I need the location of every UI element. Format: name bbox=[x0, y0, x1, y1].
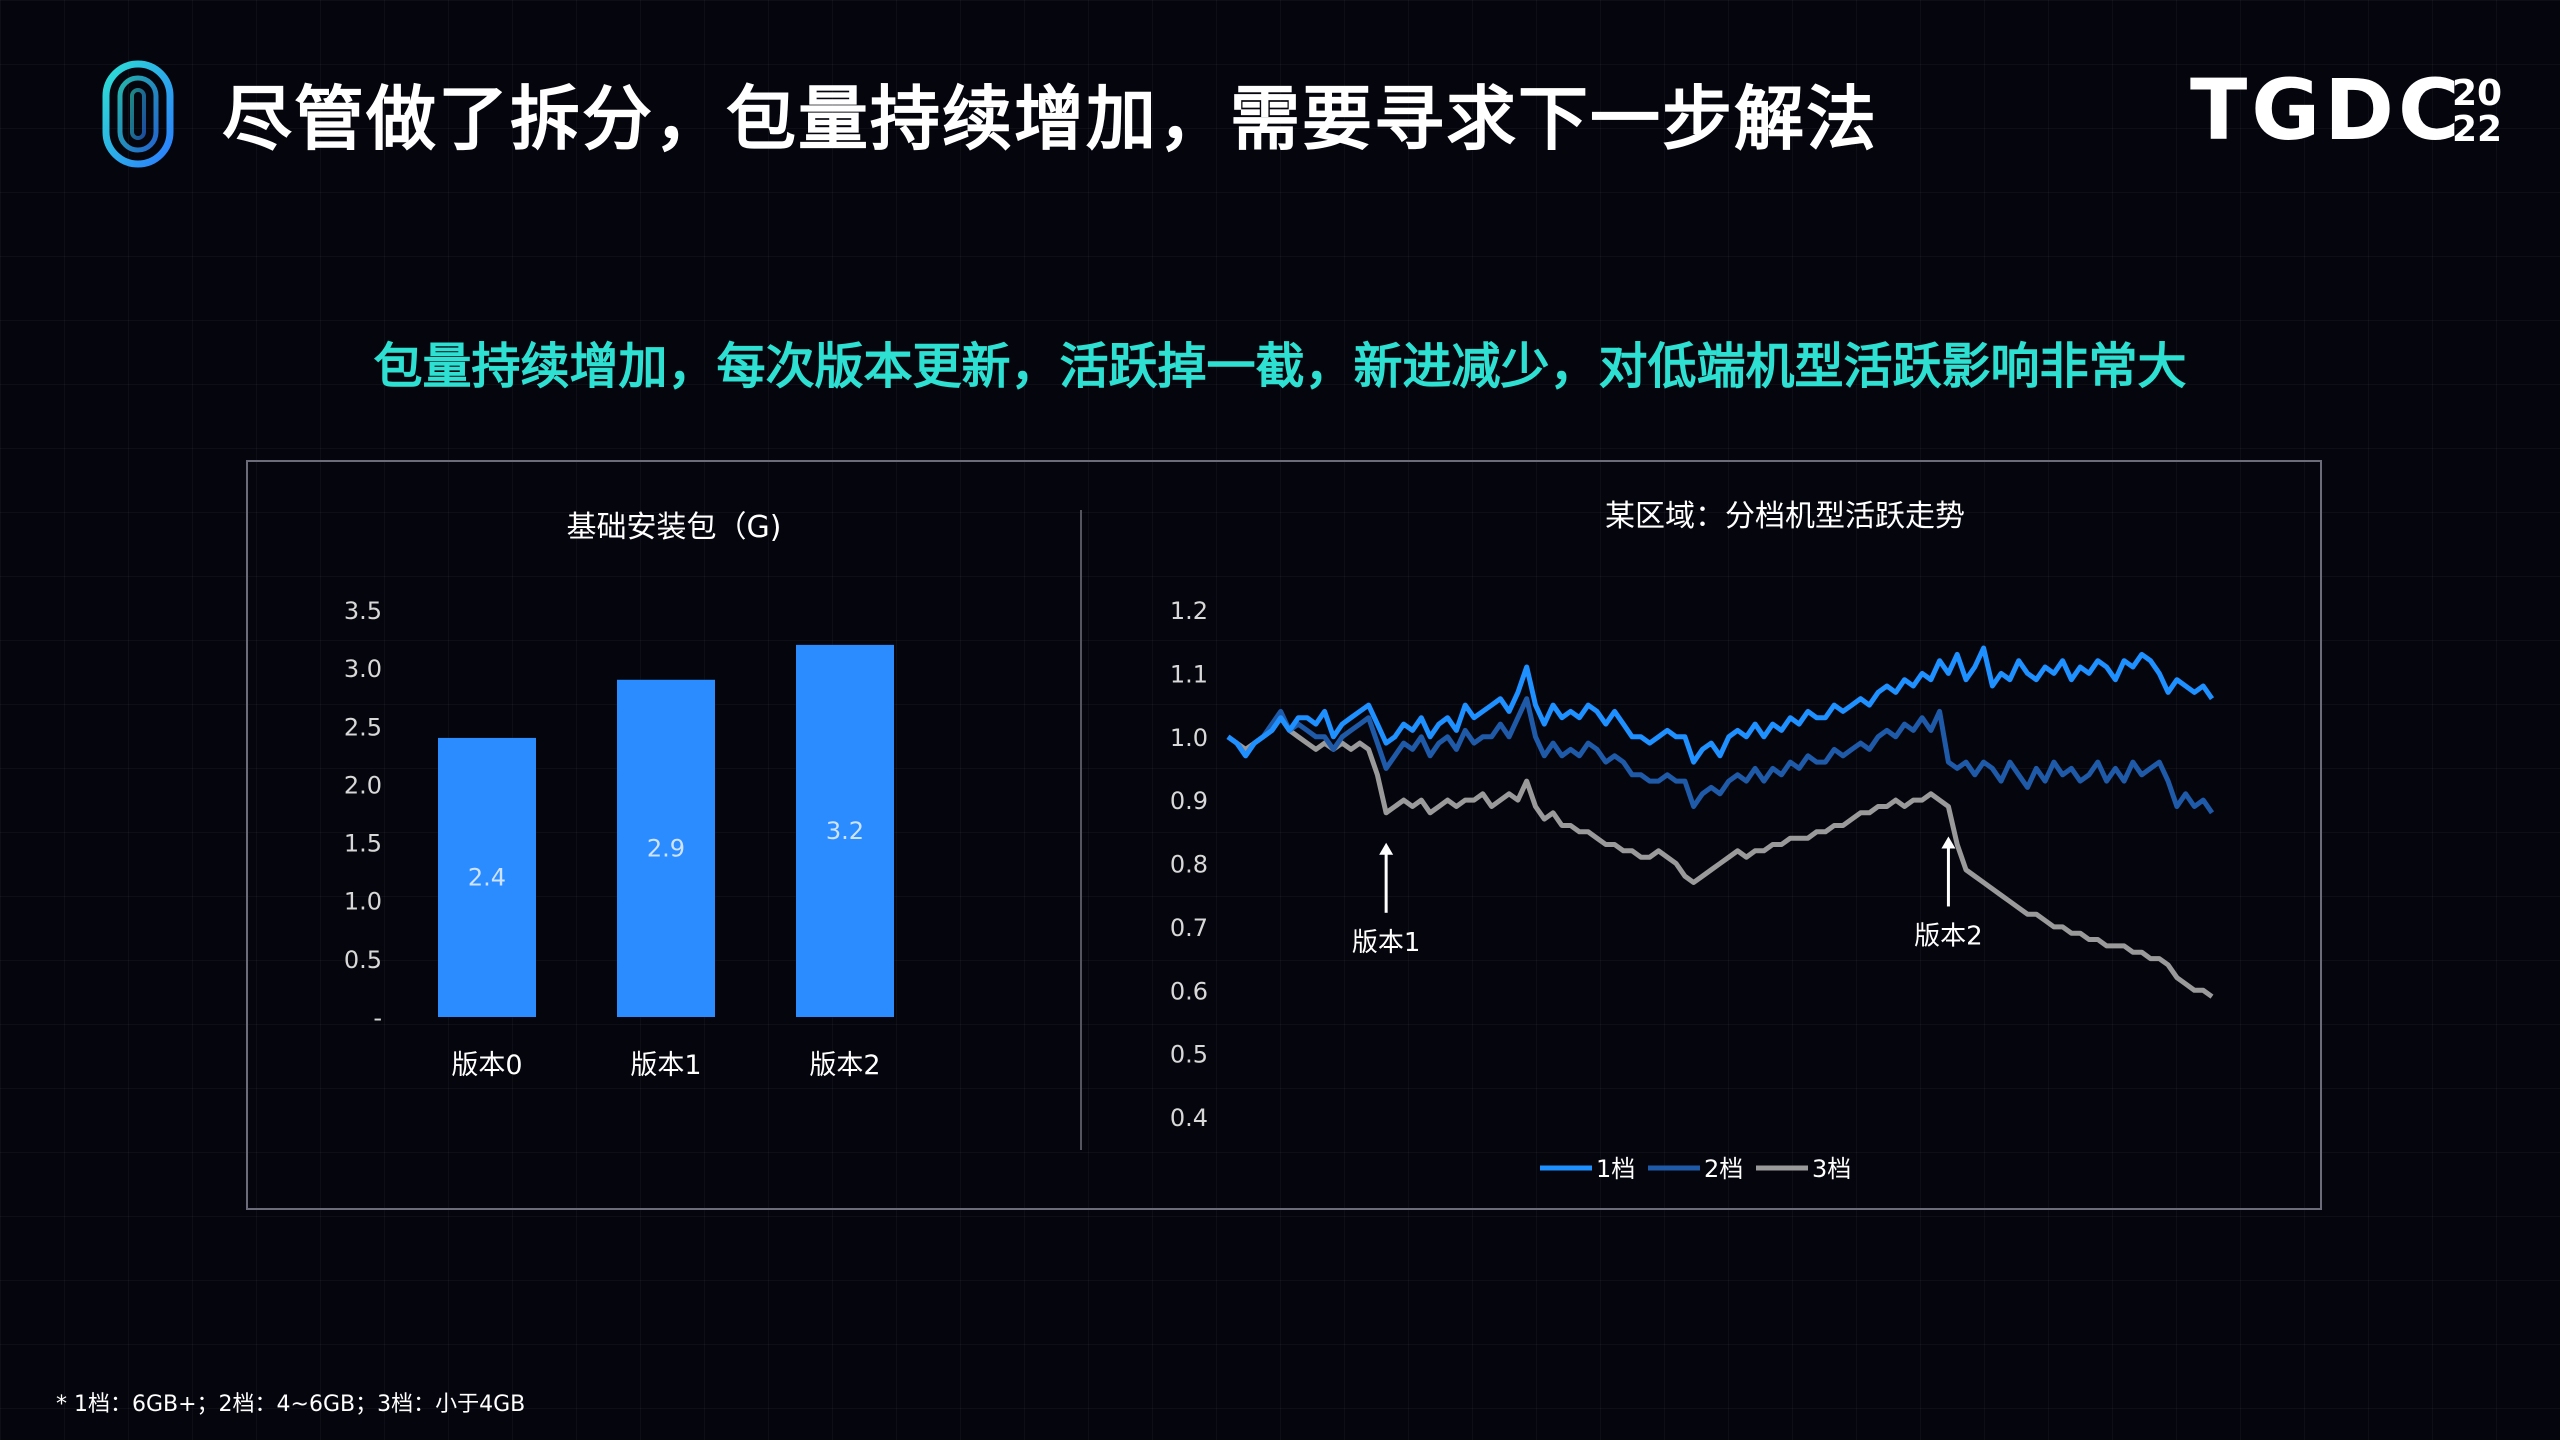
slide-title: 尽管做了拆分，包量持续增加，需要寻求下一步解法 bbox=[222, 78, 1878, 160]
bar-y-tick-label: 2.5 bbox=[344, 713, 382, 741]
series-line-2 bbox=[1226, 696, 2215, 815]
bar-x-tick-label: 版本0 bbox=[451, 1050, 522, 1081]
bar-data-label: 2.9 bbox=[647, 834, 685, 862]
annotation-label: 版本2 bbox=[1914, 921, 1983, 951]
line-chart-title: 某区域：分档机型活跃走势 bbox=[1605, 499, 1965, 534]
bar-y-tick-label: - bbox=[373, 1004, 382, 1032]
tgdc-logo-mark bbox=[102, 60, 174, 168]
legend-item: 2档 bbox=[1648, 1155, 1743, 1183]
line-y-tick-label: 1.0 bbox=[1170, 724, 1208, 752]
bar-y-tick-label: 3.5 bbox=[344, 597, 382, 625]
line-chart: 某区域：分档机型活跃走势 0.4 0.5 0.6 0.7 0.8 0.9 1.0 1.1 1.2… bbox=[1170, 499, 2215, 1183]
bar-chart-title: 基础安装包（G) bbox=[567, 510, 782, 545]
version-annotation: 版本1 bbox=[1352, 842, 1421, 958]
brand-year-bottom: 22 bbox=[2452, 109, 2503, 150]
bar-y-tick-label: 1.5 bbox=[344, 830, 382, 858]
line-y-tick-label: 0.8 bbox=[1170, 851, 1208, 879]
bar-y-tick-label: 1.0 bbox=[344, 888, 382, 916]
bar-chart: 基础安装包（G) - 0.5 1.0 1.5 2.0 2.5 3.0 3.5 版本0 版本1 版本2… bbox=[344, 510, 894, 1081]
bar bbox=[617, 679, 715, 1017]
version-annotation: 版本2 bbox=[1914, 836, 1983, 951]
bar-x-tick-label: 版本1 bbox=[630, 1050, 701, 1081]
legend-item: 1档 bbox=[1540, 1155, 1635, 1183]
line-y-tick-label: 1.2 bbox=[1170, 597, 1208, 625]
legend-label: 2档 bbox=[1704, 1155, 1743, 1183]
tgdc-brand-logo: TGDC 20 22 bbox=[2190, 60, 2520, 160]
annotation-arrow-head bbox=[1379, 842, 1394, 855]
bar-data-label: 2.4 bbox=[468, 863, 506, 891]
line-y-tick-label: 0.7 bbox=[1170, 914, 1208, 942]
line-y-tick-label: 0.9 bbox=[1170, 787, 1208, 815]
bar-y-tick-label: 0.5 bbox=[344, 946, 382, 974]
bar bbox=[796, 644, 894, 1017]
series-line-3 bbox=[1226, 715, 2214, 999]
annotation-arrow-head bbox=[1941, 836, 1956, 849]
legend-item: 3档 bbox=[1756, 1155, 1851, 1183]
legend-label: 1档 bbox=[1596, 1155, 1635, 1183]
bar-x-tick-label: 版本2 bbox=[809, 1050, 880, 1081]
line-y-tick-label: 0.5 bbox=[1170, 1041, 1208, 1069]
bar-y-tick-label: 2.0 bbox=[344, 771, 382, 799]
brand-year-top: 20 bbox=[2452, 73, 2503, 114]
footnote: * 1档：6GB+；2档：4~6GB；3档：小于4GB bbox=[56, 1392, 526, 1417]
slide-subtitle: 包量持续增加，每次版本更新，活跃掉一截，新进减少，对低端机型活跃影响非常大 bbox=[373, 338, 2187, 395]
series-line-1 bbox=[1226, 645, 2215, 765]
legend-label: 3档 bbox=[1812, 1155, 1851, 1183]
brand-text: TGDC bbox=[2190, 61, 2464, 159]
annotation-label: 版本1 bbox=[1352, 928, 1421, 958]
bar bbox=[438, 737, 536, 1017]
bar-data-label: 3.2 bbox=[826, 817, 864, 845]
line-y-tick-label: 0.4 bbox=[1170, 1104, 1208, 1132]
line-y-tick-label: 1.1 bbox=[1170, 660, 1208, 688]
chart-panel bbox=[246, 460, 2322, 1210]
bar-y-tick-label: 3.0 bbox=[344, 655, 382, 683]
panel-divider bbox=[1080, 510, 1082, 1150]
line-y-tick-label: 0.6 bbox=[1170, 977, 1208, 1005]
